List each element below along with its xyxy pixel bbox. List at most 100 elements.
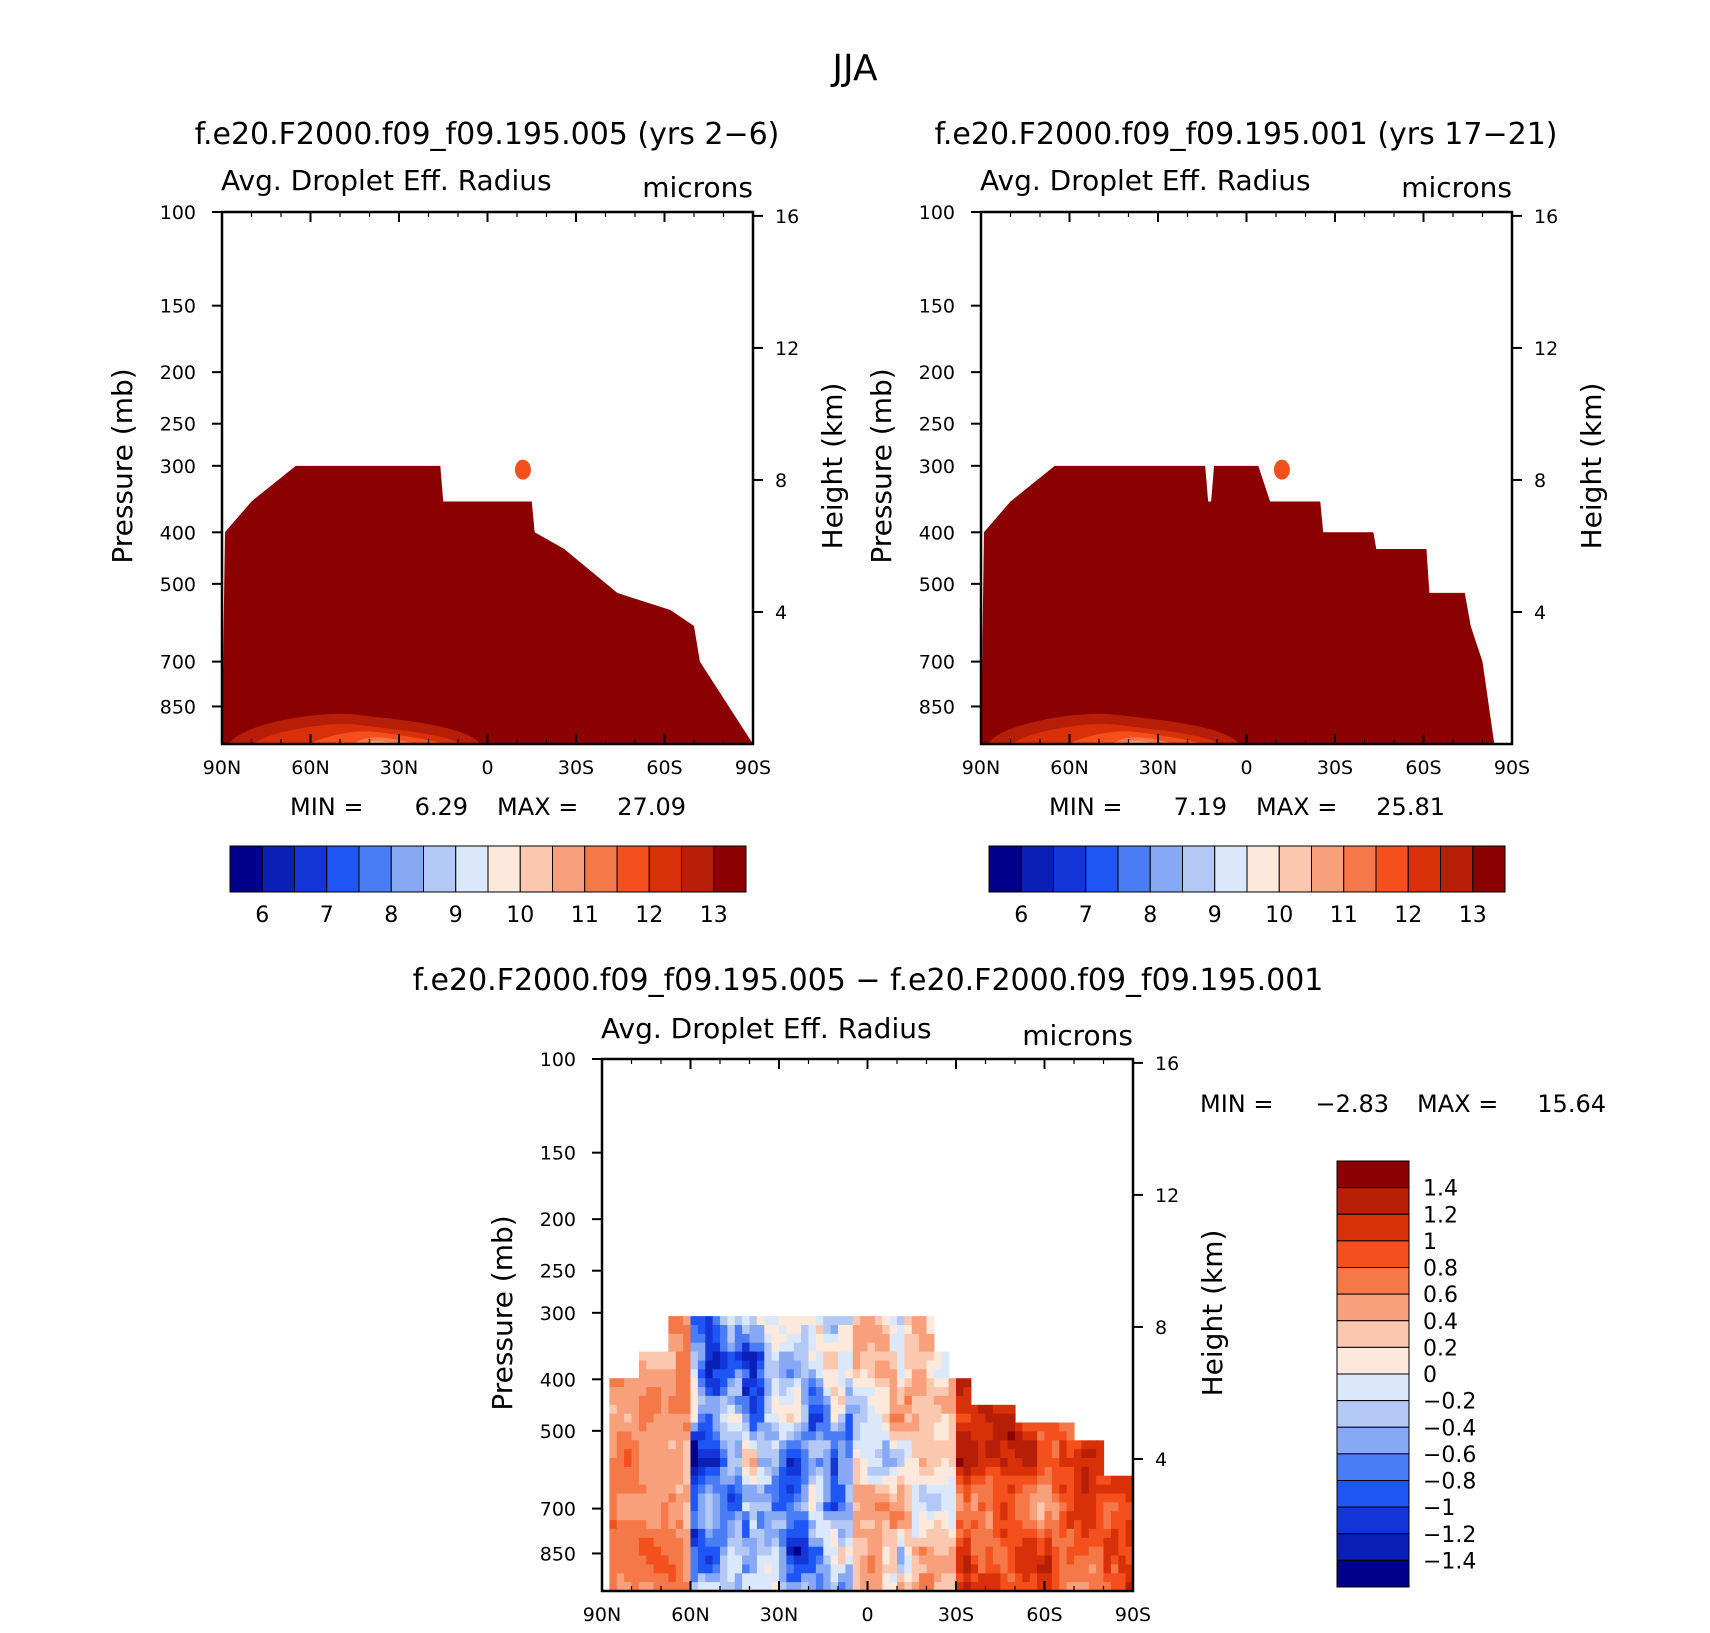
contour-cell <box>742 1395 751 1406</box>
contour-cell <box>911 1537 920 1548</box>
contour-cell <box>1037 1502 1046 1512</box>
y2-tick-label: 12 <box>1534 338 1558 360</box>
contour-cell <box>1081 1493 1090 1503</box>
contour-cell <box>712 1555 721 1565</box>
contour-cell <box>867 1422 876 1432</box>
contour-cell <box>690 1333 699 1344</box>
contour-cell <box>764 1537 773 1548</box>
x-tick-label: 90S <box>1494 757 1530 779</box>
contour-cell <box>830 1493 839 1503</box>
contour-cell <box>978 1422 987 1432</box>
contour-cell <box>926 1404 935 1415</box>
contour-cell <box>874 1573 883 1583</box>
y2-tick-label: 8 <box>1534 470 1546 492</box>
contour-cell <box>845 1511 854 1521</box>
contour-cell <box>823 1431 832 1441</box>
contour-cell <box>734 1449 743 1459</box>
contour-cell <box>779 1466 787 1477</box>
contour-cell <box>801 1449 810 1459</box>
contour-cell <box>852 1528 861 1539</box>
contour-cell <box>764 1466 773 1477</box>
contour-cell <box>882 1333 891 1344</box>
contour-cell <box>1022 1484 1031 1495</box>
contour-cell <box>712 1537 721 1548</box>
contour-cell <box>668 1413 677 1424</box>
contour-cell <box>675 1351 684 1362</box>
plot-frame <box>220 210 755 746</box>
contour-cell <box>712 1387 721 1397</box>
contour-cell <box>668 1440 677 1450</box>
contour-cell <box>712 1449 721 1459</box>
contour-cell <box>1066 1502 1075 1512</box>
contour-cell <box>675 1333 684 1344</box>
contour-cell <box>742 1564 751 1574</box>
contour-cell <box>926 1511 935 1521</box>
contour-cell <box>933 1395 942 1406</box>
contour-cell <box>978 1520 987 1530</box>
contour-cell <box>808 1528 817 1539</box>
contour-cell <box>845 1555 854 1565</box>
contour-cell <box>779 1440 787 1450</box>
contour-cell <box>1037 1475 1046 1486</box>
contour-cell <box>609 1537 618 1548</box>
contour-cell <box>727 1351 736 1362</box>
contour-cell <box>771 1413 780 1424</box>
contour-cell <box>830 1387 839 1397</box>
contour-cell <box>638 1493 647 1503</box>
contour-cell <box>675 1564 684 1574</box>
y-tick-label: 400 <box>160 522 196 544</box>
variable-name: Avg. Droplet Eff. Radius <box>980 164 1311 197</box>
colorbar-label: −0.4 <box>1423 1416 1476 1441</box>
contour-cell <box>668 1316 677 1326</box>
contour-cell <box>786 1333 795 1344</box>
contour-cell <box>705 1582 714 1591</box>
contour-cell <box>1051 1502 1060 1512</box>
contour-cell <box>933 1484 942 1495</box>
contour-cell <box>852 1325 861 1335</box>
contour-cell <box>882 1546 891 1557</box>
contour-cell <box>867 1342 876 1353</box>
colorbar-swatch <box>261 845 295 893</box>
contour-cell <box>646 1484 655 1495</box>
contour-cell <box>1051 1466 1060 1477</box>
contour-cell <box>948 1431 957 1441</box>
y2-axis-label: Height (km) <box>1575 383 1608 550</box>
contour-cell <box>911 1342 920 1353</box>
colorbar-label: −0.8 <box>1423 1470 1476 1495</box>
contour-cell <box>793 1316 802 1326</box>
contour-cell <box>734 1582 743 1591</box>
contour-cell <box>697 1582 706 1591</box>
colorbar-swatch <box>1149 845 1183 893</box>
contour-cell <box>764 1573 773 1583</box>
contour-cell <box>749 1537 758 1548</box>
contour-cell <box>793 1404 802 1415</box>
contour-cell <box>661 1502 669 1512</box>
contour-cell <box>1044 1537 1053 1548</box>
contour-cell <box>1037 1573 1046 1583</box>
contour-cell <box>1125 1520 1133 1530</box>
contour-cell <box>992 1422 1001 1432</box>
contour-cell <box>661 1413 669 1424</box>
contour-cell <box>609 1413 618 1424</box>
contour-cell <box>948 1404 957 1415</box>
contour-cell <box>749 1458 758 1468</box>
contour-cell <box>889 1360 898 1370</box>
contour-cell <box>845 1520 854 1530</box>
contour-cell <box>830 1316 839 1326</box>
x-tick-label: 0 <box>861 1604 873 1626</box>
contour-cell <box>838 1475 846 1486</box>
contour-cell <box>867 1333 876 1344</box>
contour-cell <box>720 1502 728 1512</box>
contour-cell <box>1096 1555 1105 1565</box>
contour-cell <box>926 1466 935 1477</box>
contour-cell <box>661 1537 669 1548</box>
contour-cell <box>1022 1449 1031 1459</box>
contour-cell <box>756 1466 765 1477</box>
contour-cell <box>823 1484 832 1495</box>
contour-cell <box>697 1546 706 1557</box>
contour-cell <box>793 1325 802 1335</box>
contour-cell <box>838 1422 846 1432</box>
contour-cell <box>897 1316 905 1326</box>
colorbar-swatch <box>1336 1320 1410 1348</box>
contour-cell <box>970 1440 979 1450</box>
